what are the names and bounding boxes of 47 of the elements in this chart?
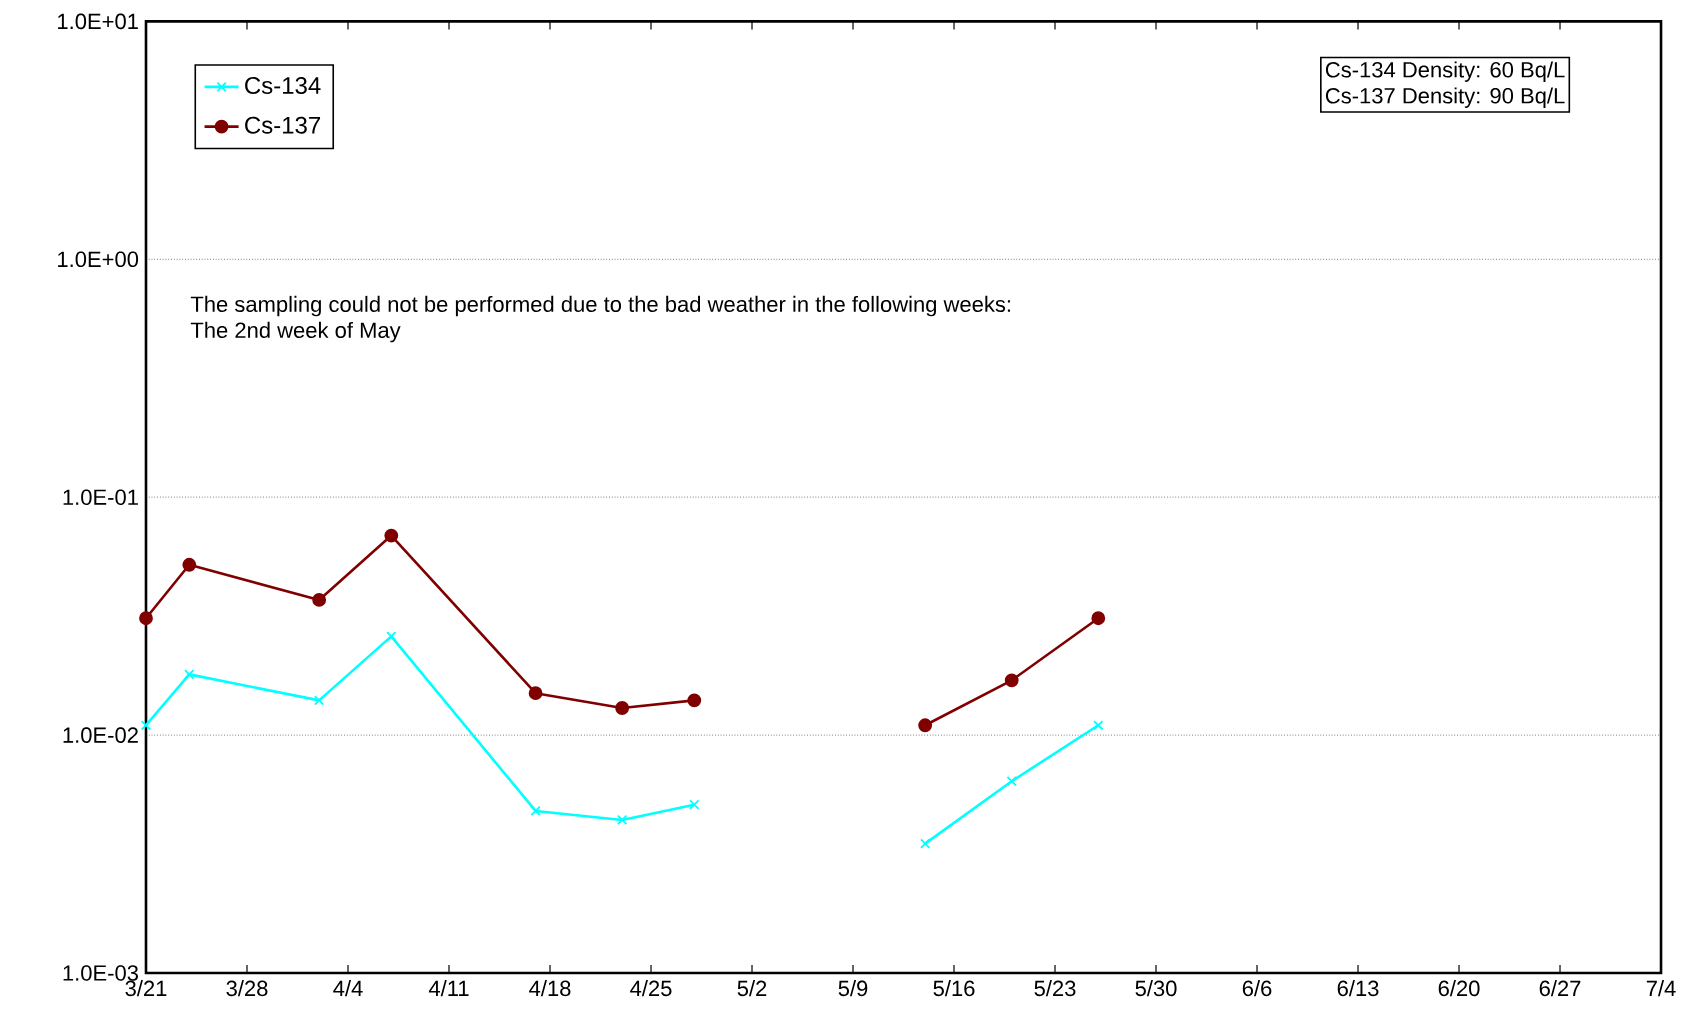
point [1004, 673, 1019, 688]
point [920, 838, 931, 849]
point [312, 593, 327, 607]
point [314, 695, 325, 706]
point [386, 631, 397, 642]
y-tick-label: 1.0E-01 [63, 489, 138, 505]
point [689, 799, 700, 810]
point [530, 805, 541, 817]
y-tick-label: 1.0E-03 [63, 965, 138, 981]
x-tick-label: 5/9 [838, 980, 868, 997]
x-tick-label: 6/13 [1337, 980, 1379, 997]
point [918, 718, 933, 733]
point [687, 693, 702, 708]
annotation: Cs-137 Density: 90 Bq/L [1325, 87, 1565, 108]
x-tick-label: 3/28 [226, 980, 268, 997]
annotation: Cs-134 Density: 60 Bq/L [1325, 61, 1565, 82]
x-tick-label: 5/30 [1135, 980, 1177, 997]
point [615, 701, 630, 715]
point [182, 557, 197, 572]
x-tick-label: 4/18 [529, 980, 571, 997]
x-tick-label: 6/6 [1242, 980, 1272, 997]
y-tick-label: 1.0E+00 [58, 251, 139, 268]
point [139, 611, 153, 626]
x-tick-label: 6/20 [1438, 980, 1480, 997]
legend-label: Cs-134 [245, 77, 321, 95]
y-tick-label: 1.0E+01 [58, 13, 138, 30]
x-tick-label: 5/23 [1034, 980, 1076, 997]
point [384, 528, 399, 543]
x-tick-label: 4/11 [428, 980, 469, 997]
x-tick-label: 4/25 [630, 980, 672, 997]
legend-label: Cs-137 [245, 116, 321, 134]
x-tick-label: 4/4 [333, 980, 363, 997]
y-tick-label: 1.0E-02 [63, 727, 138, 743]
point [617, 814, 628, 826]
point [1091, 611, 1106, 626]
point [140, 720, 152, 731]
x-tick-label: 7/4 [1646, 980, 1676, 997]
point [1006, 776, 1017, 787]
x-tick-label: 5/2 [737, 980, 767, 997]
annotation: The 2nd week of May [190, 321, 401, 343]
x-tick-label: 3/21 [125, 980, 167, 997]
point [184, 669, 195, 680]
point [1093, 720, 1104, 731]
x-tick-label: 5/16 [933, 980, 975, 997]
annotation: The sampling could not be performed due to the bad weather in the following weeks: [190, 295, 1010, 317]
x-tick-label: 6/27 [1539, 980, 1581, 997]
point [528, 686, 543, 701]
